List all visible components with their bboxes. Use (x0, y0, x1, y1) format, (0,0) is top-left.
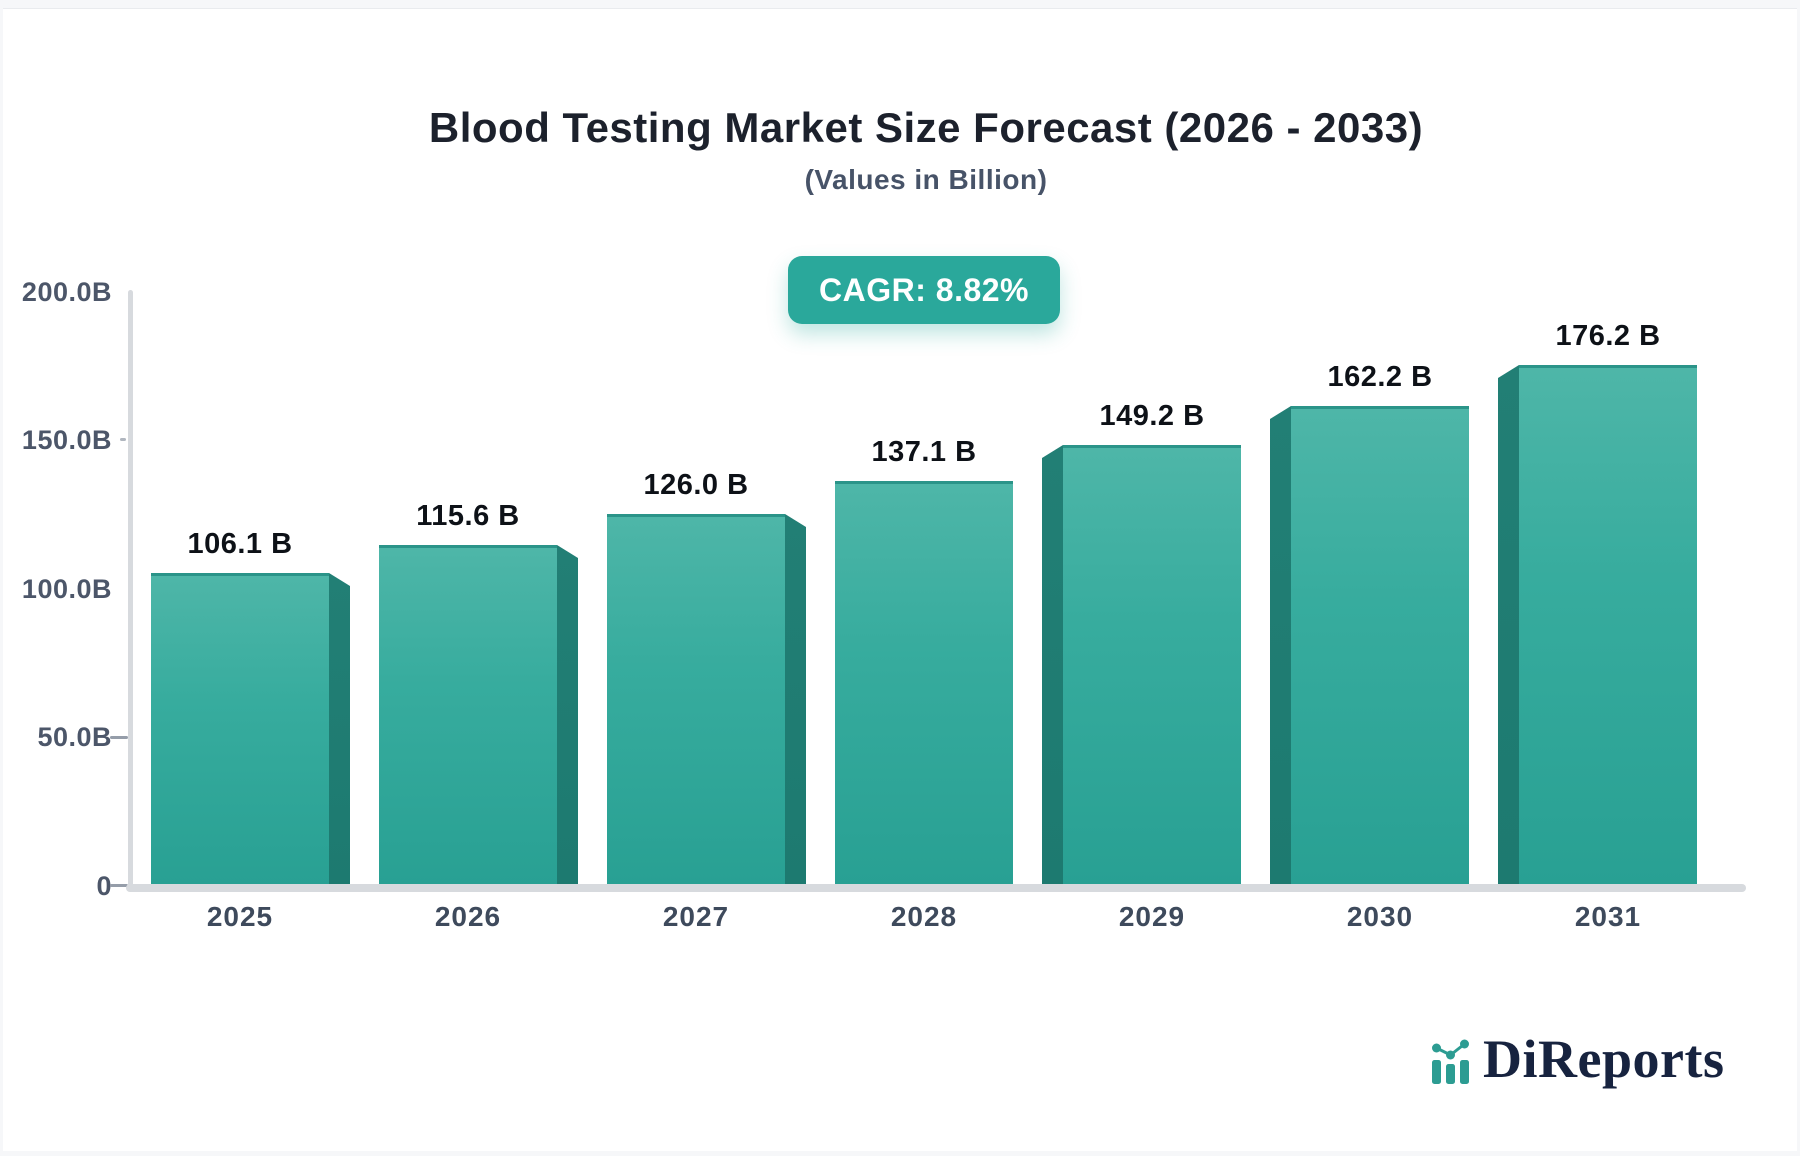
y-tick-label-150: 150.0B (21, 425, 112, 455)
y-tick-label-200: 200.0B (21, 277, 112, 307)
bar-face (1063, 445, 1241, 888)
bar-value-label: 137.1 B (871, 436, 977, 468)
bar-value-label: 162.2 B (1327, 361, 1433, 393)
bar-value-label: 176.2 B (1555, 320, 1661, 352)
y-tick-mark-50 (110, 736, 128, 739)
y-tick-mark-0 (110, 884, 128, 887)
bar-3d-side (557, 545, 578, 888)
bar-3d-side (1270, 406, 1291, 888)
page-left-strip (0, 0, 3, 1156)
bar-value-label: 115.6 B (416, 500, 520, 532)
y-tick-label-50: 50.0B (37, 722, 112, 752)
x-tick-label-2031: 2031 (1574, 901, 1642, 932)
bar-2026: 115.6 B (379, 500, 578, 888)
bar-face (607, 514, 785, 888)
brand-logo: DiReports (1428, 1032, 1724, 1086)
bar-3d-side (785, 514, 806, 888)
bar-value-label: 106.1 B (187, 528, 293, 560)
y-tick-label-0: 0 (96, 871, 112, 901)
bar-face (151, 573, 329, 888)
chart-subtitle: (Values in Billion) (804, 164, 1048, 195)
bar-2029: 149.2 B (1042, 400, 1241, 888)
mini-bar-chart-icon (1432, 1039, 1469, 1084)
bar-face (379, 545, 557, 888)
page-top-strip (0, 0, 1800, 9)
page-right-strip (1797, 0, 1800, 1156)
bar-3d-side (1498, 365, 1519, 888)
bar-face (835, 481, 1013, 888)
bar-2025: 106.1 B (151, 528, 350, 888)
bar-value-label: 126.0 B (643, 469, 749, 501)
x-tick-label-2027: 2027 (662, 901, 730, 932)
bar-face (1291, 406, 1469, 888)
bar-value-label: 149.2 B (1099, 400, 1205, 432)
bar-3d-side (1042, 445, 1063, 888)
x-tick-label-2026: 2026 (434, 901, 502, 932)
bar-face (1519, 365, 1697, 888)
bar-2030: 162.2 B (1270, 361, 1469, 888)
x-tick-label-2025: 2025 (206, 901, 274, 932)
bar-2027: 126.0 B (607, 469, 806, 888)
x-tick-label-2029: 2029 (1118, 901, 1186, 932)
x-axis-line (126, 884, 1746, 892)
y-axis-line (128, 290, 133, 888)
bar-3d-side (329, 573, 350, 888)
cagr-badge: CAGR: 8.82% (788, 256, 1060, 324)
bar-2031: 176.2 B (1498, 320, 1697, 888)
x-tick-label-2030: 2030 (1346, 901, 1414, 932)
x-tick-label-2028: 2028 (890, 901, 958, 932)
brand-name: DiReports (1483, 1029, 1725, 1089)
cagr-badge-label: CAGR: 8.82% (819, 271, 1029, 308)
y-tick-mark-150 (120, 438, 126, 441)
y-tick-label-100: 100.0B (21, 574, 112, 604)
bar-2028: 137.1 B (835, 436, 1013, 888)
chart-title: Blood Testing Market Size Forecast (2026… (428, 104, 1424, 151)
page-bottom-strip (0, 1151, 1800, 1156)
